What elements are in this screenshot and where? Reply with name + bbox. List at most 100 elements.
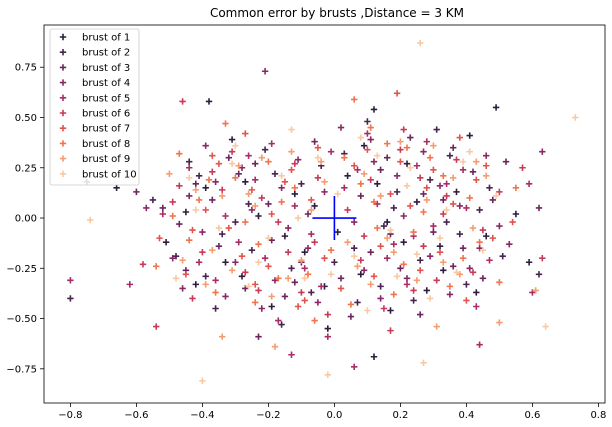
data-point [440,172,447,179]
legend-label: brust of 6 [82,109,130,120]
data-point [374,224,381,232]
data-point [238,164,246,171]
data-point [499,253,506,260]
data-point [248,186,256,194]
data-point [186,236,193,244]
data-point [291,202,298,210]
x-tick-label: −0.2 [256,410,280,421]
data-point [417,311,424,318]
data-point [496,319,503,326]
data-point [248,206,256,214]
data-point [334,190,341,198]
data-point [420,242,427,250]
data-point [539,148,546,155]
data-point [476,206,483,214]
data-point [159,204,166,212]
data-point [357,180,364,188]
data-point [357,192,364,200]
data-point [502,158,510,165]
data-point [189,226,196,234]
data-point [202,273,209,280]
data-point [331,259,338,266]
data-point [245,200,252,208]
data-point [285,224,292,232]
data-point [370,106,378,113]
data-point [384,218,391,226]
data-point [268,303,275,310]
data-point [271,343,279,350]
data-point [344,206,351,214]
data-point [255,212,262,220]
data-point [354,166,361,173]
data-point [235,238,242,246]
data-point [304,210,312,218]
data-point [225,224,232,232]
data-point [291,160,298,167]
data-point [265,263,272,270]
data-point [232,259,239,266]
data-point [456,271,463,278]
data-point [417,174,424,182]
data-point [268,236,275,244]
data-point [347,313,355,320]
data-point [483,152,490,159]
data-point [308,230,315,238]
data-point [413,198,421,206]
data-point [483,232,490,240]
data-point [308,206,315,214]
data-point [473,176,480,184]
data-point [387,307,394,314]
data-point [222,212,229,220]
data-point [377,283,384,290]
data-point [367,124,374,131]
data-point [288,265,295,272]
data-point [252,281,259,288]
data-point [360,142,368,149]
data-point [440,267,447,274]
data-point [407,202,414,210]
data-point [387,190,394,198]
data-point [278,321,285,328]
data-point [242,218,249,226]
data-point [182,271,190,278]
data-point [364,307,371,314]
legend-marker [59,170,67,177]
data-point [400,238,407,246]
data-point [357,257,364,264]
data-point [443,192,450,200]
data-point [492,104,500,111]
data-point [446,283,454,290]
data-point [535,204,543,212]
data-point [301,297,308,304]
y-tick-label: −0.25 [6,264,37,275]
legend-label: brust of 7 [82,124,130,135]
data-point [288,166,295,173]
data-point [202,206,209,214]
data-point [512,184,520,192]
data-point [420,208,427,216]
series-5 [67,130,536,371]
data-point [469,168,477,175]
data-point [252,176,259,184]
data-point [242,285,249,292]
data-point [456,134,463,141]
data-point [67,295,74,302]
data-point [314,154,322,161]
data-point [153,263,160,270]
data-point [486,184,493,192]
data-point [423,287,430,294]
data-point [479,226,487,234]
data-point [456,230,463,238]
data-point [324,311,331,318]
data-point [126,281,133,288]
data-point [238,273,246,280]
data-point [370,198,378,206]
data-point [380,222,388,230]
data-point [529,289,536,296]
data-point [440,259,447,266]
data-point [172,253,180,260]
data-point [390,291,397,298]
legend-marker [59,33,67,41]
data-point [351,363,358,371]
